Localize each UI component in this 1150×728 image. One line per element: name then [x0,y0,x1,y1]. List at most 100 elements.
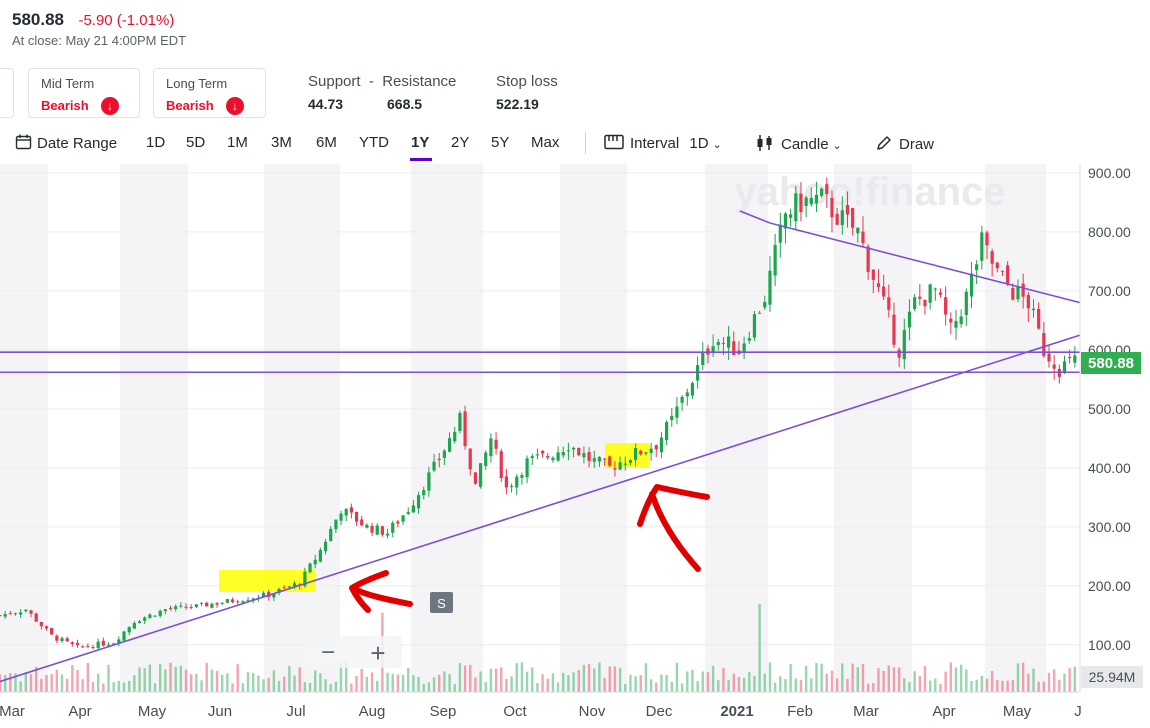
volume-bar [1058,679,1061,692]
volume-bar [670,681,673,692]
volume-bar [241,683,245,692]
annotation-arrow [349,570,413,613]
candle-body [432,461,436,471]
range-1y[interactable]: 1Y [411,134,430,151]
zoom-in-button[interactable]: + [370,638,385,668]
candle-body [1042,333,1046,357]
candle-body [329,528,333,542]
candle-body [701,351,705,366]
volume-bar [644,663,648,692]
volume-bar [500,667,503,692]
candle-body [840,210,844,226]
range-1m[interactable]: 1M [227,134,248,151]
y-tick-label: 300.00 [1088,519,1131,535]
mid-term-card[interactable]: Mid Term Bearish ↓ [28,68,140,118]
volume-bar [525,671,529,692]
s-badge[interactable]: S [430,592,453,613]
volume-bar [427,682,431,692]
candle-body [613,468,617,470]
volume-bar [65,678,69,692]
candle-body [1026,294,1030,309]
candle-body [690,383,695,396]
volume-bar [587,664,591,692]
volume-bar [184,669,188,692]
candle-body [396,521,400,524]
candle-body [582,453,586,458]
interval-button[interactable]: Interval 1D ⌄ [604,134,722,152]
date-range-button[interactable]: Date Range [15,134,117,152]
candle-body [742,343,746,353]
candle-body [964,291,968,315]
volume-bar [1037,681,1040,692]
candle-body [1047,353,1051,362]
volume-bar [293,675,296,692]
last-price-label: 580.88 [1088,355,1134,372]
range-max[interactable]: Max [531,134,560,151]
volume-bar [432,677,436,692]
volume-bar [1042,681,1046,692]
candle-body [148,614,152,619]
candle-body [473,472,478,484]
volume-bar [246,672,250,692]
range-ytd[interactable]: YTD [359,134,389,151]
candle-body [608,456,612,466]
y-tick-label: 400.00 [1088,460,1131,476]
range-5d[interactable]: 5D [186,134,206,151]
watermark: yahoo!finance [734,170,1005,214]
candle-body [814,194,819,204]
volume-bar [887,665,891,692]
chart-type-button[interactable]: Candle ⌄ [755,134,842,153]
candle-body [959,316,963,324]
volume-bar [722,667,725,692]
volume-bar [970,681,973,692]
range-2y[interactable]: 2Y [451,134,470,151]
candle-body [871,269,875,280]
candle-body [241,601,245,603]
candle-body [122,631,126,641]
volume-bar [680,683,684,692]
candle-body [747,338,751,341]
volume-bar [691,669,694,692]
volume-bar [34,666,38,692]
volume-bar [675,662,679,692]
x-tick-label: Apr [932,703,955,720]
candle-body [768,270,772,305]
volume-bar [835,678,839,692]
candle-body [876,283,881,287]
volume-bar [122,682,126,692]
volume-bar [308,682,312,692]
zoom-out-button[interactable]: − [321,639,335,666]
price-chart[interactable]: yahoo!finance 900.00800.00700.00600.0050… [0,164,1150,728]
volume-bar [861,664,865,692]
interval-icon [604,134,624,150]
candle-body [189,607,193,609]
range-6m[interactable]: 6M [316,134,337,151]
volume-bar [613,666,617,692]
candle-body [623,463,627,465]
volume-bar [634,676,637,692]
draw-button[interactable]: Draw [875,134,934,153]
volume-bar [768,662,772,692]
volume-bar [169,662,172,692]
candle-body [112,643,116,645]
candle-body [287,586,291,588]
candle-body [763,301,767,308]
candle-body [820,188,824,196]
candle-body [949,318,953,323]
interval-value: 1D [689,135,709,152]
candle-body [3,614,7,617]
candle-body [282,587,286,589]
range-1d[interactable]: 1D [146,134,166,151]
candle-body [272,593,276,598]
volume-bar [1001,680,1004,692]
range-5y[interactable]: 5Y [491,134,510,151]
long-term-card[interactable]: Long Term Bearish ↓ [153,68,266,118]
volume-bar [624,683,627,692]
volume-bar [422,683,425,692]
volume-bar [9,673,12,692]
candle-body [556,452,560,461]
range-3m[interactable]: 3M [271,134,292,151]
stop-loss-value: 522.19 [496,96,539,112]
candle-body [401,515,405,522]
volume-bar [665,674,668,692]
